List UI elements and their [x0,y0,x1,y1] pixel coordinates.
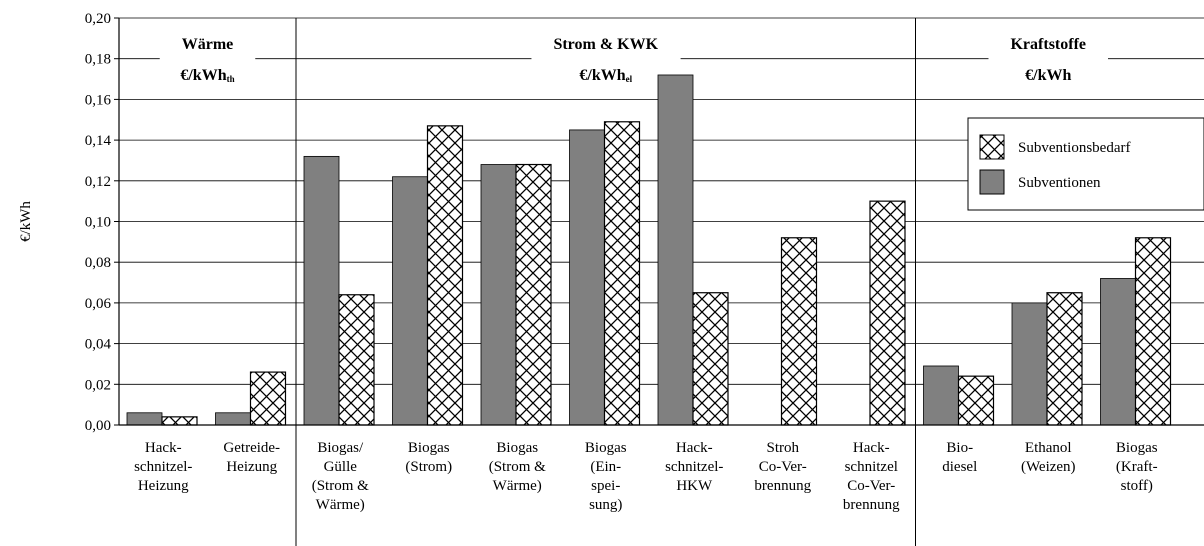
x-category-label: Biogas [1116,440,1158,456]
x-category-label: Biogas [408,440,450,456]
y-tick-label: 0,08 [85,255,111,271]
group-unit: €/kWhel [579,67,632,84]
group-unit: €/kWhth [180,67,234,84]
y-tick-label: 0,14 [85,133,112,149]
x-category-label: HKW [676,478,713,494]
bar-subventionen [657,74,694,426]
y-tick-label: 0,20 [85,11,111,27]
x-category-label: brennung [843,497,900,513]
bar-subventionsbedarf [1134,237,1172,426]
x-category-label: Wärme) [316,497,365,513]
bar-subventionen [126,412,163,426]
y-tick-label: 0,02 [85,377,111,393]
x-category-label: (Strom) [405,459,452,475]
bar-subventionsbedarf [161,416,198,426]
x-category-label: (Strom & [312,478,369,494]
group-title: Wärme [182,36,234,53]
x-category-label: spei- [591,478,620,494]
x-category-label: brennung [754,478,811,494]
group-title-bg [159,54,256,70]
group-title: Strom & KWK [553,36,658,53]
x-category-label: Gülle [324,459,358,475]
bar-subventionen [480,164,517,426]
x-category-label: Hack- [676,440,713,456]
legend-label-subventionsbedarf: Subventionsbedarf [1018,140,1130,156]
x-category-label: Hack- [853,440,890,456]
x-category-label: (Weizen) [1021,459,1076,475]
bar-subventionen [569,129,605,426]
x-category-label: (Ein- [590,459,621,475]
legend-box [967,117,1204,211]
legend-label-subventionen: Subventionen [1018,175,1101,191]
x-category-label: sung) [589,497,622,513]
x-category-label: Hack- [145,440,182,456]
x-category-label: Biogas/ [317,440,364,456]
x-category-label: Stroh [766,440,799,456]
y-tick-label: 0,12 [85,174,111,190]
x-category-label: diesel [942,459,977,475]
y-axis-title: €/kWh [18,201,34,242]
x-category-label: (Strom & [489,459,546,475]
x-category-label: Getreide- [223,440,280,456]
x-category-label: Wärme) [493,478,542,494]
bar-subventionen [1100,278,1136,426]
labels: 0,00 0,02 0,04 0,06 0,08 0,10 0,12 0,14 0,16 0,18… [18,11,1158,513]
x-category-label: Bio- [946,440,973,456]
group-title-bg [988,54,1109,70]
group-title: Kraftstoffe [1010,36,1086,53]
bar-subventionsbedarf [515,163,552,426]
bar-subventionsbedarf [957,375,995,426]
x-category-label: Co-Ver- [847,478,895,494]
bar-subventionen [215,412,251,426]
bar-subventionsbedarf [603,121,641,426]
x-category-label: schnitzel- [134,459,192,475]
y-tick-label: 0,10 [85,215,111,231]
x-category-label: Co-Ver- [759,459,807,475]
bars [126,74,1172,426]
x-category-label: Heizung [226,459,277,475]
bar-subventionen [923,365,959,426]
bar-subventionsbedarf [1046,292,1083,426]
bar-subventionsbedarf [338,294,375,426]
group-title-bg [531,54,681,70]
group-unit: €/kWh [1025,67,1071,84]
legend: Subventionsbedarf Subventionen [967,117,1204,211]
y-tick-label: 0,18 [85,52,111,68]
bar-subventionen [392,176,428,426]
x-category-label: stoff) [1121,478,1153,494]
x-category-label: schnitzel [845,459,898,475]
y-tick-label: 0,06 [85,296,112,312]
x-category-label: (Kraft- [1116,459,1158,475]
bar-subventionsbedarf [869,200,906,426]
y-tick-label: 0,00 [85,418,111,434]
x-category-label: Biogas [496,440,538,456]
x-category-label: Ethanol [1025,440,1072,456]
bar-subventionsbedarf [249,371,287,426]
bar-subventionen [1011,302,1048,426]
x-category-label: Biogas [585,440,627,456]
x-category-label: Heizung [138,478,189,494]
x-category-label: schnitzel- [665,459,723,475]
y-tick-label: 0,16 [85,92,112,108]
bar-subventionen [303,155,340,426]
legend-swatch-subventionsbedarf [979,134,1005,160]
bar-subventionsbedarf [780,237,818,426]
bar-subventionsbedarf [426,125,464,426]
axes [114,17,1204,546]
y-tick-label: 0,04 [85,337,112,353]
legend-swatch-subventionen [979,169,1005,195]
bar-subventionsbedarf [692,292,729,426]
